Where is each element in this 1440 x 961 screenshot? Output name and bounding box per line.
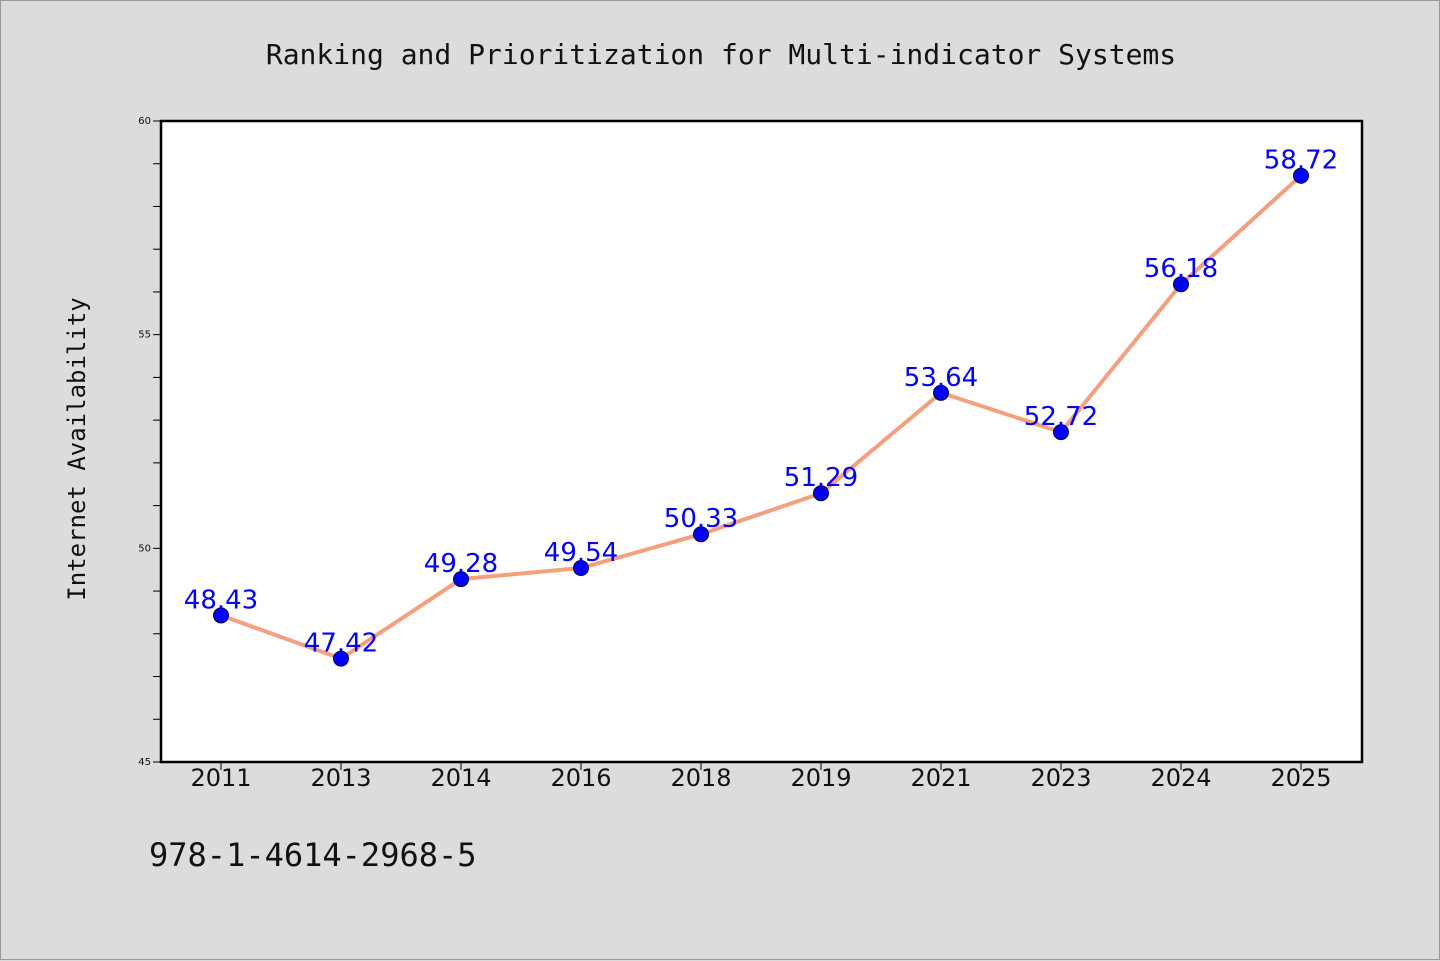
plot-border <box>159 119 1364 764</box>
x-axis-ticks: 2011 2013 2014 2016 2018 2019 2021 2023 2024 2025 <box>190 762 1332 792</box>
chart-title: Ranking and Prioritization for Multi-ind… <box>266 38 1176 71</box>
data-point <box>573 559 589 576</box>
series-layer: 48.43 47.42 49.28 49.54 50.33 51.29 53.64 52.72… <box>184 146 1338 667</box>
x-tick-label: 2024 <box>1150 764 1211 792</box>
data-label: 48.43 <box>184 585 258 615</box>
x-tick-label: 2011 <box>190 764 251 792</box>
x-tick-label: 2013 <box>310 764 371 792</box>
y-tick-label: 45 <box>138 757 151 768</box>
x-tick-label: 2025 <box>1270 764 1331 792</box>
y-axis-label: Internet Availability <box>63 297 91 600</box>
y-axis-ticks: 45 50 55 60 <box>138 116 161 768</box>
footer-code: 978-1-4614-2968-5 <box>149 836 477 874</box>
data-point <box>1173 276 1189 293</box>
x-tick-label: 2023 <box>1030 764 1091 792</box>
data-label: 58.72 <box>1264 146 1338 176</box>
data-point <box>1053 424 1069 441</box>
plot-area <box>161 121 1362 762</box>
series-line <box>219 173 1303 661</box>
data-label: 56.18 <box>1144 254 1218 284</box>
data-point <box>813 485 829 502</box>
data-point <box>333 650 349 667</box>
x-tick-label: 2018 <box>670 764 731 792</box>
data-label: 52.72 <box>1024 402 1098 432</box>
data-point <box>933 384 949 401</box>
data-point <box>213 607 229 624</box>
data-label: 49.28 <box>424 549 498 579</box>
x-tick-label: 2016 <box>550 764 611 792</box>
data-label: 51.29 <box>784 463 858 493</box>
data-label: 50.33 <box>664 504 738 534</box>
data-point <box>1293 167 1309 184</box>
y-tick-label: 60 <box>138 116 151 127</box>
data-point <box>453 571 469 588</box>
data-label: 49.54 <box>544 538 618 568</box>
x-tick-label: 2021 <box>910 764 971 792</box>
data-point <box>693 526 709 543</box>
data-label: 53.64 <box>904 363 978 393</box>
x-tick-label: 2014 <box>430 764 491 792</box>
x-tick-label: 2019 <box>790 764 851 792</box>
y-tick-label: 55 <box>138 330 151 341</box>
y-tick-label: 50 <box>138 543 151 554</box>
data-label: 47.42 <box>304 629 378 659</box>
